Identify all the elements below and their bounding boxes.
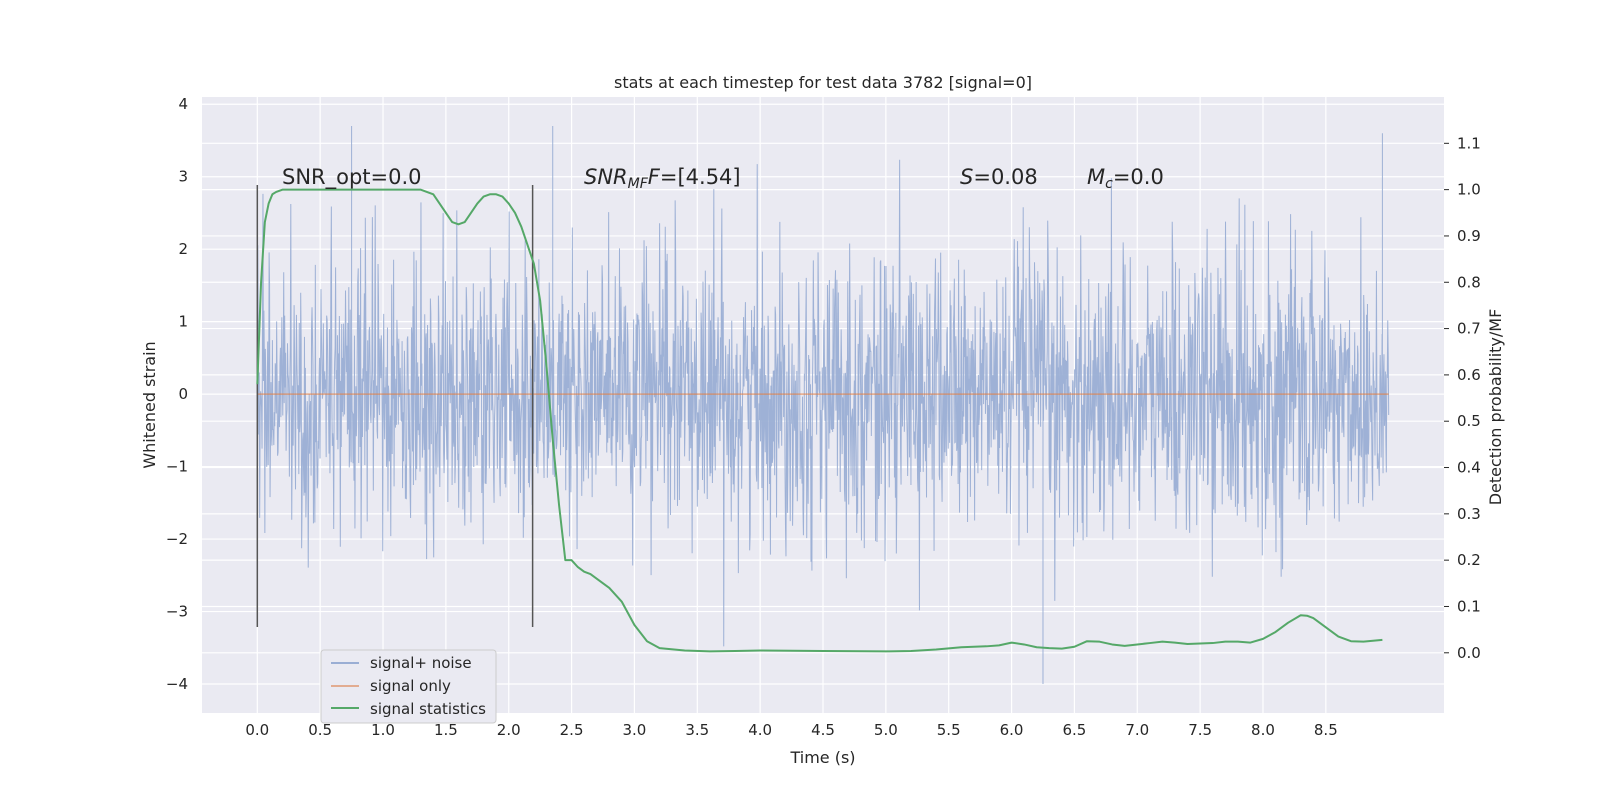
y2-tick-label: 0.2 <box>1457 551 1481 569</box>
s-value: =0.08 <box>973 165 1037 189</box>
y-tick-label: 0 <box>178 385 188 403</box>
y2-tick-label: 0.3 <box>1457 505 1481 523</box>
x-tick-label: 3.5 <box>685 721 709 739</box>
signal-statistics-series <box>256 188 1383 653</box>
mc-subscript: c <box>1105 176 1113 192</box>
legend-label-signal-only: signal only <box>370 677 451 695</box>
x-tick-label: 3.0 <box>623 721 647 739</box>
y2-tick-label: 1.0 <box>1457 181 1481 199</box>
signal-noise-line <box>256 125 1390 685</box>
x-axis-label: Time (s) <box>789 748 855 767</box>
x-tick-label: 8.5 <box>1314 721 1338 739</box>
y-tick-label: 4 <box>178 95 188 113</box>
y-tick-label: −1 <box>166 458 188 476</box>
chart-title: stats at each timestep for test data 378… <box>614 73 1032 92</box>
x-tick-label: 1.5 <box>434 721 458 739</box>
x-tick-label: 4.5 <box>811 721 835 739</box>
y2-tick-label: 0.4 <box>1457 459 1481 477</box>
legend-label-signal-statistics: signal statistics <box>370 700 486 718</box>
annotation-s: S=0.08 <box>960 165 1038 189</box>
snr-mf-symbol: SNR <box>584 165 628 189</box>
snr-mf-subscript: MF <box>628 176 649 192</box>
x-tick-label: 4.0 <box>748 721 772 739</box>
y2-axis-label: Detection probability/MF <box>1486 309 1505 506</box>
y2-tick-label: 0.1 <box>1457 597 1481 615</box>
x-tick-label: 8.0 <box>1251 721 1275 739</box>
y-tick-label: 3 <box>178 168 188 186</box>
x-tick-label: 2.5 <box>560 721 584 739</box>
x-tick-label: 0.0 <box>245 721 269 739</box>
y-tick-label: −2 <box>166 530 188 548</box>
signal-noise-series <box>256 125 1390 685</box>
s-symbol: S <box>960 165 973 189</box>
x-tick-label: 6.5 <box>1062 721 1086 739</box>
y-tick-label: 1 <box>178 313 188 331</box>
y2-tick-label: 0.9 <box>1457 227 1481 245</box>
x-tick-label: 5.0 <box>874 721 898 739</box>
x-tick-label: 7.5 <box>1188 721 1212 739</box>
y-tick-label: −3 <box>166 603 188 621</box>
x-tick-label: 6.0 <box>1000 721 1024 739</box>
x-tick-label: 1.0 <box>371 721 395 739</box>
y2-tick-label: 0.0 <box>1457 644 1481 662</box>
annotation-snr-mf: SNRMFF=[4.54] <box>584 165 741 192</box>
x-tick-label: 7.0 <box>1125 721 1149 739</box>
y-tick-label: 2 <box>178 240 188 258</box>
mc-symbol: M <box>1087 165 1105 189</box>
y2-tick-label: 0.5 <box>1457 412 1481 430</box>
y-axis-label: Whitened strain <box>140 341 159 468</box>
y2-tick-label: 0.8 <box>1457 273 1481 291</box>
legend-box <box>320 649 497 724</box>
snr-mf-symbol-tail: F <box>648 165 661 189</box>
x-tick-label: 5.5 <box>937 721 961 739</box>
legend-label-signal-noise: signal+ noise <box>370 654 472 672</box>
axis-ticks: 0.0 0.5 1.0 1.5 2.0 2.5 3.0 3.5 4.0 4.5 5.0 5.5 6.0 6… <box>166 95 1481 739</box>
y2-tick-label: 1.1 <box>1457 134 1481 152</box>
legend: signal+ noise signal only signal statist… <box>320 649 497 724</box>
y2-tick-label: 0.6 <box>1457 366 1481 384</box>
signal-statistics-line <box>256 188 1383 653</box>
x-tick-label: 2.0 <box>497 721 521 739</box>
x-tick-label: 0.5 <box>308 721 332 739</box>
mc-value: =0.0 <box>1113 165 1164 189</box>
y-tick-label: −4 <box>166 675 188 693</box>
annotation-snr-opt: SNR_opt=0.0 <box>282 165 422 190</box>
snr-mf-value: =[4.54] <box>660 165 741 189</box>
annotation-mc: Mc=0.0 <box>1087 165 1164 192</box>
y2-tick-label: 0.7 <box>1457 320 1481 338</box>
